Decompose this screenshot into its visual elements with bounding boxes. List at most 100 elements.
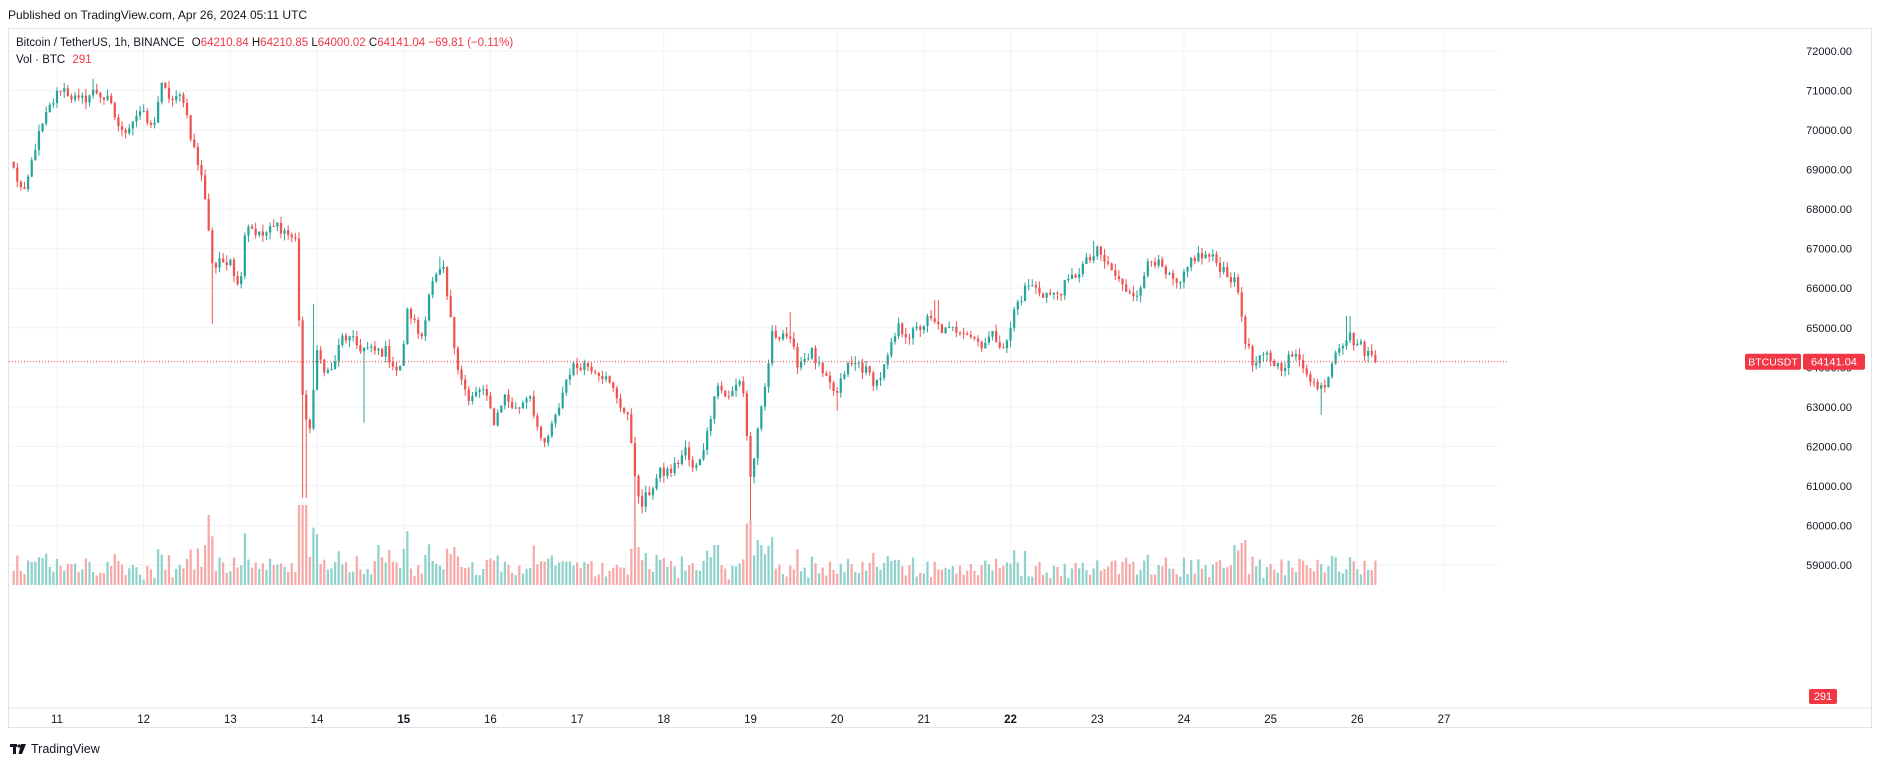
candle-body[interactable] [1320,385,1323,389]
candle-body[interactable] [370,346,373,348]
candle-body[interactable] [987,336,991,343]
candle-body[interactable] [568,374,572,380]
candle-body[interactable] [149,122,153,125]
candle-body[interactable] [832,382,835,392]
candle-body[interactable] [994,330,998,343]
candle-body[interactable] [608,376,611,383]
candle-body[interactable] [1164,266,1167,275]
candle-body[interactable] [23,187,26,190]
candle-body[interactable] [229,259,232,266]
candle-body[interactable] [30,160,33,177]
candle-body[interactable] [1367,351,1370,356]
candle-body[interactable] [1226,266,1229,278]
candle-body[interactable] [1114,270,1117,277]
candle-body[interactable] [1016,301,1019,310]
candle-body[interactable] [742,381,745,394]
candle-body[interactable] [406,309,409,345]
candle-body[interactable] [189,115,192,140]
candle-body[interactable] [1338,348,1341,353]
candle-body[interactable] [366,347,369,349]
candle-body[interactable] [922,326,925,331]
candle-body[interactable] [846,363,850,375]
candle-body[interactable] [1233,277,1236,283]
candle-body[interactable] [731,390,734,397]
candle-body[interactable] [1117,276,1121,280]
candle-body[interactable] [435,274,438,282]
candle-body[interactable] [514,407,517,409]
candle-body[interactable] [355,336,358,346]
candle-body[interactable] [702,450,705,460]
candle-body[interactable] [814,347,817,364]
candle-body[interactable] [312,389,315,429]
candle-body[interactable] [669,468,673,474]
candle-body[interactable] [384,345,387,357]
candle-body[interactable] [644,492,647,507]
candle-body[interactable] [388,345,391,362]
candle-body[interactable] [1067,278,1070,281]
candle-body[interactable] [110,95,113,103]
candle-body[interactable] [561,392,564,408]
candle-body[interactable] [586,362,590,367]
candle-body[interactable] [52,103,55,105]
candle-body[interactable] [380,349,384,357]
candle-body[interactable] [464,379,467,390]
candle-body[interactable] [1193,257,1196,262]
candle-body[interactable] [756,428,759,459]
candle-body[interactable] [901,323,904,335]
candle-body[interactable] [926,315,929,327]
candle-body[interactable] [929,315,933,319]
candle-body[interactable] [883,364,886,378]
candle-body[interactable] [998,342,1001,348]
candle-body[interactable] [825,373,828,376]
candle-body[interactable] [283,230,286,234]
candle-body[interactable] [1280,363,1283,371]
candle-body[interactable] [236,276,239,285]
candle-body[interactable] [897,323,900,337]
candle-body[interactable] [778,337,781,340]
candle-body[interactable] [402,344,405,366]
candle-body[interactable] [1135,295,1139,297]
candle-body[interactable] [445,267,449,297]
candle-body[interactable] [211,230,214,264]
candle-body[interactable] [92,89,95,96]
candle-body[interactable] [637,476,640,497]
candle-body[interactable] [1052,292,1056,295]
candle-body[interactable] [207,199,210,231]
candle-body[interactable] [1287,354,1290,369]
candle-body[interactable] [319,350,322,360]
candle-body[interactable] [1255,363,1258,366]
candle-body[interactable] [395,366,398,371]
candle-body[interactable] [803,358,806,362]
candle-body[interactable] [745,393,749,437]
candle-body[interactable] [1302,360,1305,369]
candle-body[interactable] [547,436,550,443]
candle-body[interactable] [839,378,842,393]
candle-body[interactable] [572,363,575,375]
candle-body[interactable] [1363,341,1366,356]
candle-body[interactable] [66,88,69,96]
candle-body[interactable] [503,394,507,406]
candle-body[interactable] [1215,254,1218,263]
candle-body[interactable] [81,95,84,98]
candle-body[interactable] [1269,352,1272,361]
candle-body[interactable] [1327,376,1330,388]
candle-body[interactable] [265,232,268,236]
candle-body[interactable] [1334,352,1337,364]
candle-body[interactable] [377,349,380,351]
candle-body[interactable] [413,318,416,320]
candle-body[interactable] [1309,374,1312,382]
candle-body[interactable] [1197,252,1200,262]
candle-body[interactable] [301,320,304,395]
candle-body[interactable] [1056,292,1059,294]
candle-body[interactable] [792,338,795,347]
candle-body[interactable] [1179,282,1182,284]
symbol-title[interactable]: Bitcoin / TetherUS, 1h, BINANCE [16,37,185,49]
candle-body[interactable] [297,238,301,321]
candle-body[interactable] [677,462,680,465]
candle-body[interactable] [178,94,181,97]
candle-body[interactable] [937,321,940,325]
candle-body[interactable] [1002,347,1005,349]
candle-body[interactable] [1103,254,1106,262]
candle-body[interactable] [409,309,413,319]
